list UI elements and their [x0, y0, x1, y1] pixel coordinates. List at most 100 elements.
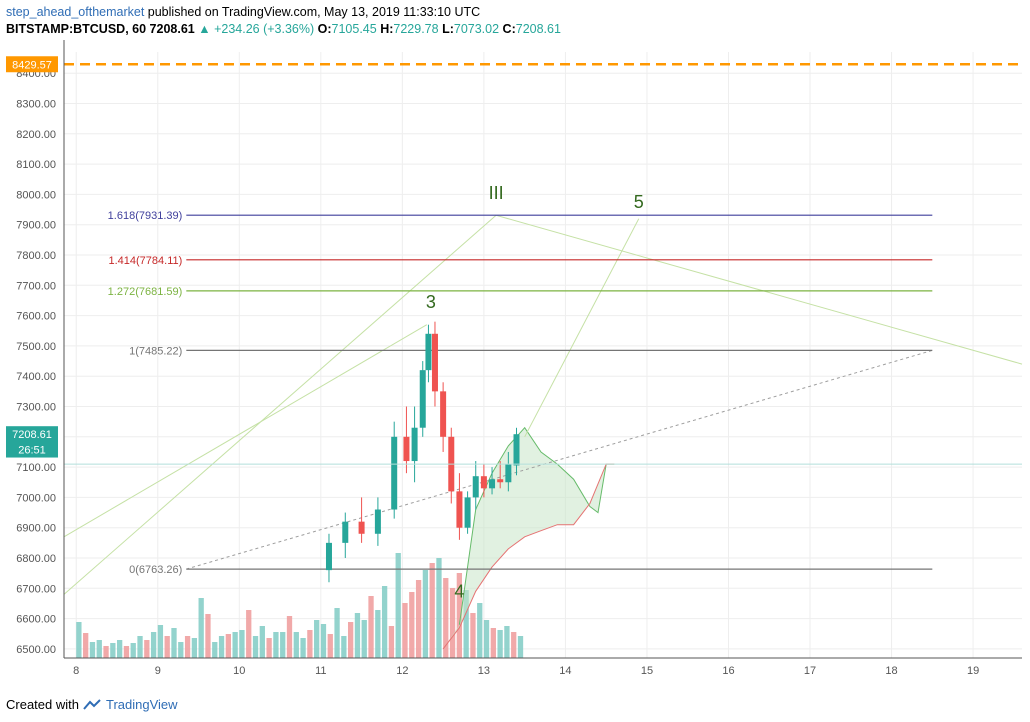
volume-bar [123, 646, 130, 658]
price-tag-label: 26:51 [18, 445, 46, 457]
candle-body [431, 333, 438, 392]
y-tick-label: 7300.00 [16, 402, 56, 414]
fib-level-label: 1(7485.22) [129, 345, 182, 357]
y-tick-label: 6800.00 [16, 553, 56, 565]
volume-bar [218, 636, 225, 658]
x-tick-label: 10 [233, 665, 245, 677]
volume-bar [110, 643, 116, 658]
fib-level-label: 1.618(7931.39) [108, 210, 183, 222]
volume-bar [83, 633, 89, 658]
volume-bar [246, 610, 252, 658]
volume-bar [293, 632, 299, 658]
price-chart[interactable]: 1.618(7931.39) 1.414(7784.11) 1.272(7681.5… [0, 40, 1030, 690]
volume-bar [456, 573, 463, 658]
footer: Created with TradingView [6, 697, 178, 712]
volume-bar [137, 636, 143, 658]
volume-bar [76, 622, 82, 658]
wave-line [495, 214, 1023, 365]
volume-bar [436, 558, 442, 658]
volume-bar [171, 628, 177, 658]
candle-body [391, 436, 398, 510]
volume-bar [334, 608, 340, 658]
volume-bar [225, 634, 231, 658]
volume-bar [483, 620, 490, 658]
y-tick-label: 7900.00 [16, 220, 56, 232]
volume-bar [354, 613, 361, 658]
wave-label: 5 [634, 192, 644, 212]
close-value: 7208.61 [515, 22, 561, 36]
volume-bar [395, 553, 401, 658]
candle-body [419, 370, 426, 428]
wave-label: 3 [426, 292, 436, 312]
volume-bar [164, 636, 170, 658]
volume-bar [314, 620, 320, 658]
volume-bar [341, 636, 347, 658]
volume-bar [429, 563, 435, 658]
wave-label: III [489, 183, 504, 203]
last-price: 7208.61 [149, 22, 195, 36]
y-tick-label: 6900.00 [16, 523, 56, 535]
volume-bar [252, 636, 259, 658]
volume-bar [300, 638, 306, 658]
volume-bar [307, 630, 313, 658]
candle-body [411, 427, 418, 462]
y-tick-label: 7000.00 [16, 492, 56, 504]
x-tick-label: 14 [559, 665, 571, 677]
volume-bar [116, 640, 123, 658]
published-text: published on TradingView.com, May 13, 20… [147, 5, 481, 19]
volume-bar [497, 630, 503, 658]
low-label: L: [442, 22, 454, 36]
y-tick-label: 8200.00 [16, 129, 56, 141]
candle-body [489, 479, 496, 489]
fib-level-label: 1.272(7681.59) [108, 286, 183, 298]
author-link[interactable]: step_ahead_ofthemarket [6, 5, 145, 19]
volume-bar [422, 570, 429, 658]
candle-body [480, 476, 487, 489]
volume-bar [402, 603, 408, 658]
volume-bar [470, 613, 476, 658]
y-tick-label: 7400.00 [16, 371, 56, 383]
volume-bar [517, 636, 524, 658]
candle-body [403, 436, 410, 462]
volume-bar [477, 603, 483, 658]
created-with-text: Created with [6, 697, 79, 712]
y-tick-label: 7800.00 [16, 250, 56, 262]
fib-level-label: 0(6763.26) [129, 564, 182, 576]
symbol-label: BITSTAMP:BTCUSD, 60 [6, 22, 147, 36]
x-tick-label: 12 [396, 665, 408, 677]
volume-bar [490, 628, 496, 658]
volume-bar [449, 588, 456, 658]
volume-bar [212, 642, 218, 658]
candle-body [358, 521, 365, 534]
candle-body [374, 509, 381, 534]
x-tick-label: 11 [315, 665, 326, 677]
wave-line [524, 218, 640, 438]
candle-body [456, 491, 463, 528]
volume-bar [205, 614, 211, 658]
x-tick-label: 18 [885, 665, 897, 677]
candle-body [505, 464, 512, 483]
volume-bar [184, 636, 191, 658]
wave-line [63, 214, 497, 595]
candle-body [440, 391, 447, 437]
volume-bar [232, 632, 238, 658]
volume-bar [103, 646, 109, 658]
volume-bar [388, 626, 395, 658]
candle-body [325, 542, 332, 571]
price-tag-label: 8429.57 [12, 59, 52, 71]
volume-bar [327, 634, 333, 658]
x-tick-label: 13 [478, 665, 490, 677]
x-tick-label: 15 [641, 665, 653, 677]
y-tick-label: 8300.00 [16, 99, 56, 111]
candle-body [497, 479, 504, 483]
wave-label: 4 [454, 581, 464, 601]
x-tick-label: 8 [73, 665, 79, 677]
volume-bar [191, 638, 198, 658]
tradingview-link[interactable]: TradingView [106, 697, 178, 712]
volume-bar [89, 642, 96, 658]
x-tick-label: 9 [155, 665, 161, 677]
volume-bar [415, 580, 422, 658]
y-tick-label: 7500.00 [16, 341, 56, 353]
y-tick-label: 6700.00 [16, 583, 56, 595]
high-value: 7229.78 [393, 22, 439, 36]
